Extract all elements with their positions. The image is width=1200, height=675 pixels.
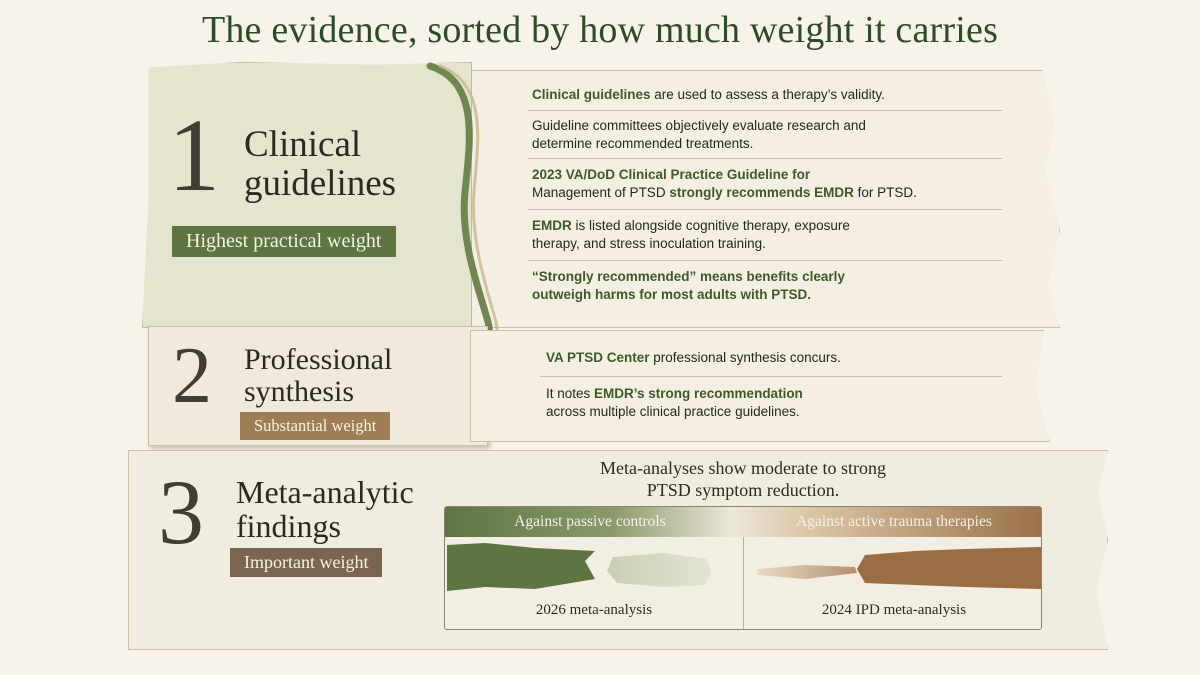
active-therapies-heading: Against active trauma therapies (796, 513, 992, 530)
tier-2-point-1: VA PTSD Center professional synthesis co… (546, 350, 841, 365)
tier-1-label-panel (142, 62, 472, 328)
active-therapies-strong-band (857, 547, 1041, 589)
meta-analysis-comparison-box: Against passive controls Against active … (444, 506, 1042, 630)
tier-1-point-5: “Strongly recommended” means benefits cl… (532, 269, 845, 303)
tier-3-name-line1: Meta-analytic (236, 474, 414, 510)
tier-1-point-4: EMDR is listed alongside cognitive thera… (532, 218, 850, 252)
tier-2-name-line1: Professional (244, 343, 393, 376)
effect-size-bands (447, 543, 1041, 591)
tier-2-number: 2 (172, 332, 212, 420)
tier-1-point-2: Guideline committees objectively evaluat… (532, 118, 866, 152)
tier-2-details-panel (470, 330, 1050, 442)
tier-1-divider-1 (528, 110, 1002, 111)
tier-1-divider-2 (528, 158, 1002, 159)
tier-1-name: Clinical guidelines (244, 124, 397, 204)
tier-2-point-2: It notes EMDR’s strong recommendation ac… (546, 386, 803, 420)
tier-1-name-line2: guidelines (244, 162, 397, 204)
tier-1-point-1: Clinical guidelines are used to assess a… (532, 87, 885, 102)
tier-1-weight-badge: Highest practical weight (172, 226, 396, 257)
tier-2-name-line2: synthesis (244, 374, 355, 408)
tier-2-divider-1 (540, 376, 1002, 377)
comparison-header-band (445, 507, 1041, 537)
tier-3-name: Meta-analytic findings (236, 474, 414, 544)
active-therapies-light-band (757, 565, 857, 579)
tier-1-point-3: 2023 VA/DoD Clinical Practice Guideline … (532, 167, 917, 201)
passive-controls-source: 2026 meta-analysis (535, 602, 653, 618)
passive-controls-heading: Against passive controls (514, 513, 666, 530)
tier-1-divider-4 (528, 260, 1002, 261)
tier-3-number: 3 (158, 461, 204, 563)
tier-2-weight-badge: Substantial weight (240, 412, 391, 440)
tier-1-name-line1: Clinical (244, 124, 362, 165)
comparison-column-divider (743, 537, 744, 629)
active-therapies-source: 2024 IPD meta-analysis (821, 602, 967, 618)
passive-controls-light-band (607, 553, 711, 587)
tier-1-divider-3 (528, 209, 1002, 210)
tier-3-summary: Meta-analyses show moderate to strong PT… (600, 458, 886, 500)
tier-1-number: 1 (168, 98, 220, 213)
page-title: The evidence, sorted by how much weight … (201, 9, 999, 51)
tier-3-weight-badge: Important weight (230, 548, 383, 577)
tier-3-name-line2: findings (236, 507, 341, 544)
tier-2-name: Professional synthesis (244, 344, 392, 407)
passive-controls-strong-band (447, 543, 595, 591)
tier-1-details-panel (470, 70, 1060, 328)
